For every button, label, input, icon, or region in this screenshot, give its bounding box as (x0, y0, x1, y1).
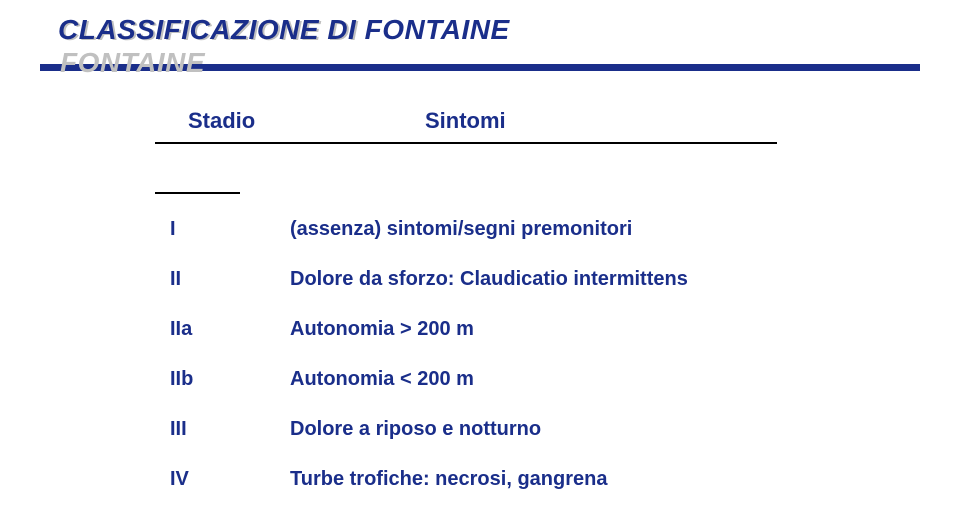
row-value: Turbe trofiche: necrosi, gangrena (290, 468, 607, 491)
row-value: Dolore a riposo e notturno (290, 418, 541, 441)
row-label: IIa (170, 318, 192, 341)
row-value: (assenza) sintomi/segni premonitori (290, 218, 632, 241)
row-label: I (170, 218, 176, 241)
row-label: II (170, 268, 181, 291)
row-label: IIb (170, 368, 193, 391)
row-label: III (170, 418, 187, 441)
page-title: CLASSIFICAZIONE DI FONTAINE (58, 14, 510, 46)
row-value: Autonomia < 200 m (290, 368, 474, 391)
row-value: Dolore da sforzo: Claudicatio intermitte… (290, 268, 688, 291)
row-label: IV (170, 468, 189, 491)
header-col-sintomi: Sintomi (425, 108, 506, 134)
first-col-bar (155, 192, 240, 194)
page-title-wrap: CLASSIFICAZIONE DI FONTAINE CLASSIFICAZI… (58, 14, 510, 46)
header-col-stadio: Stadio (188, 108, 255, 134)
row-value: Autonomia > 200 m (290, 318, 474, 341)
header-underline (155, 142, 777, 144)
